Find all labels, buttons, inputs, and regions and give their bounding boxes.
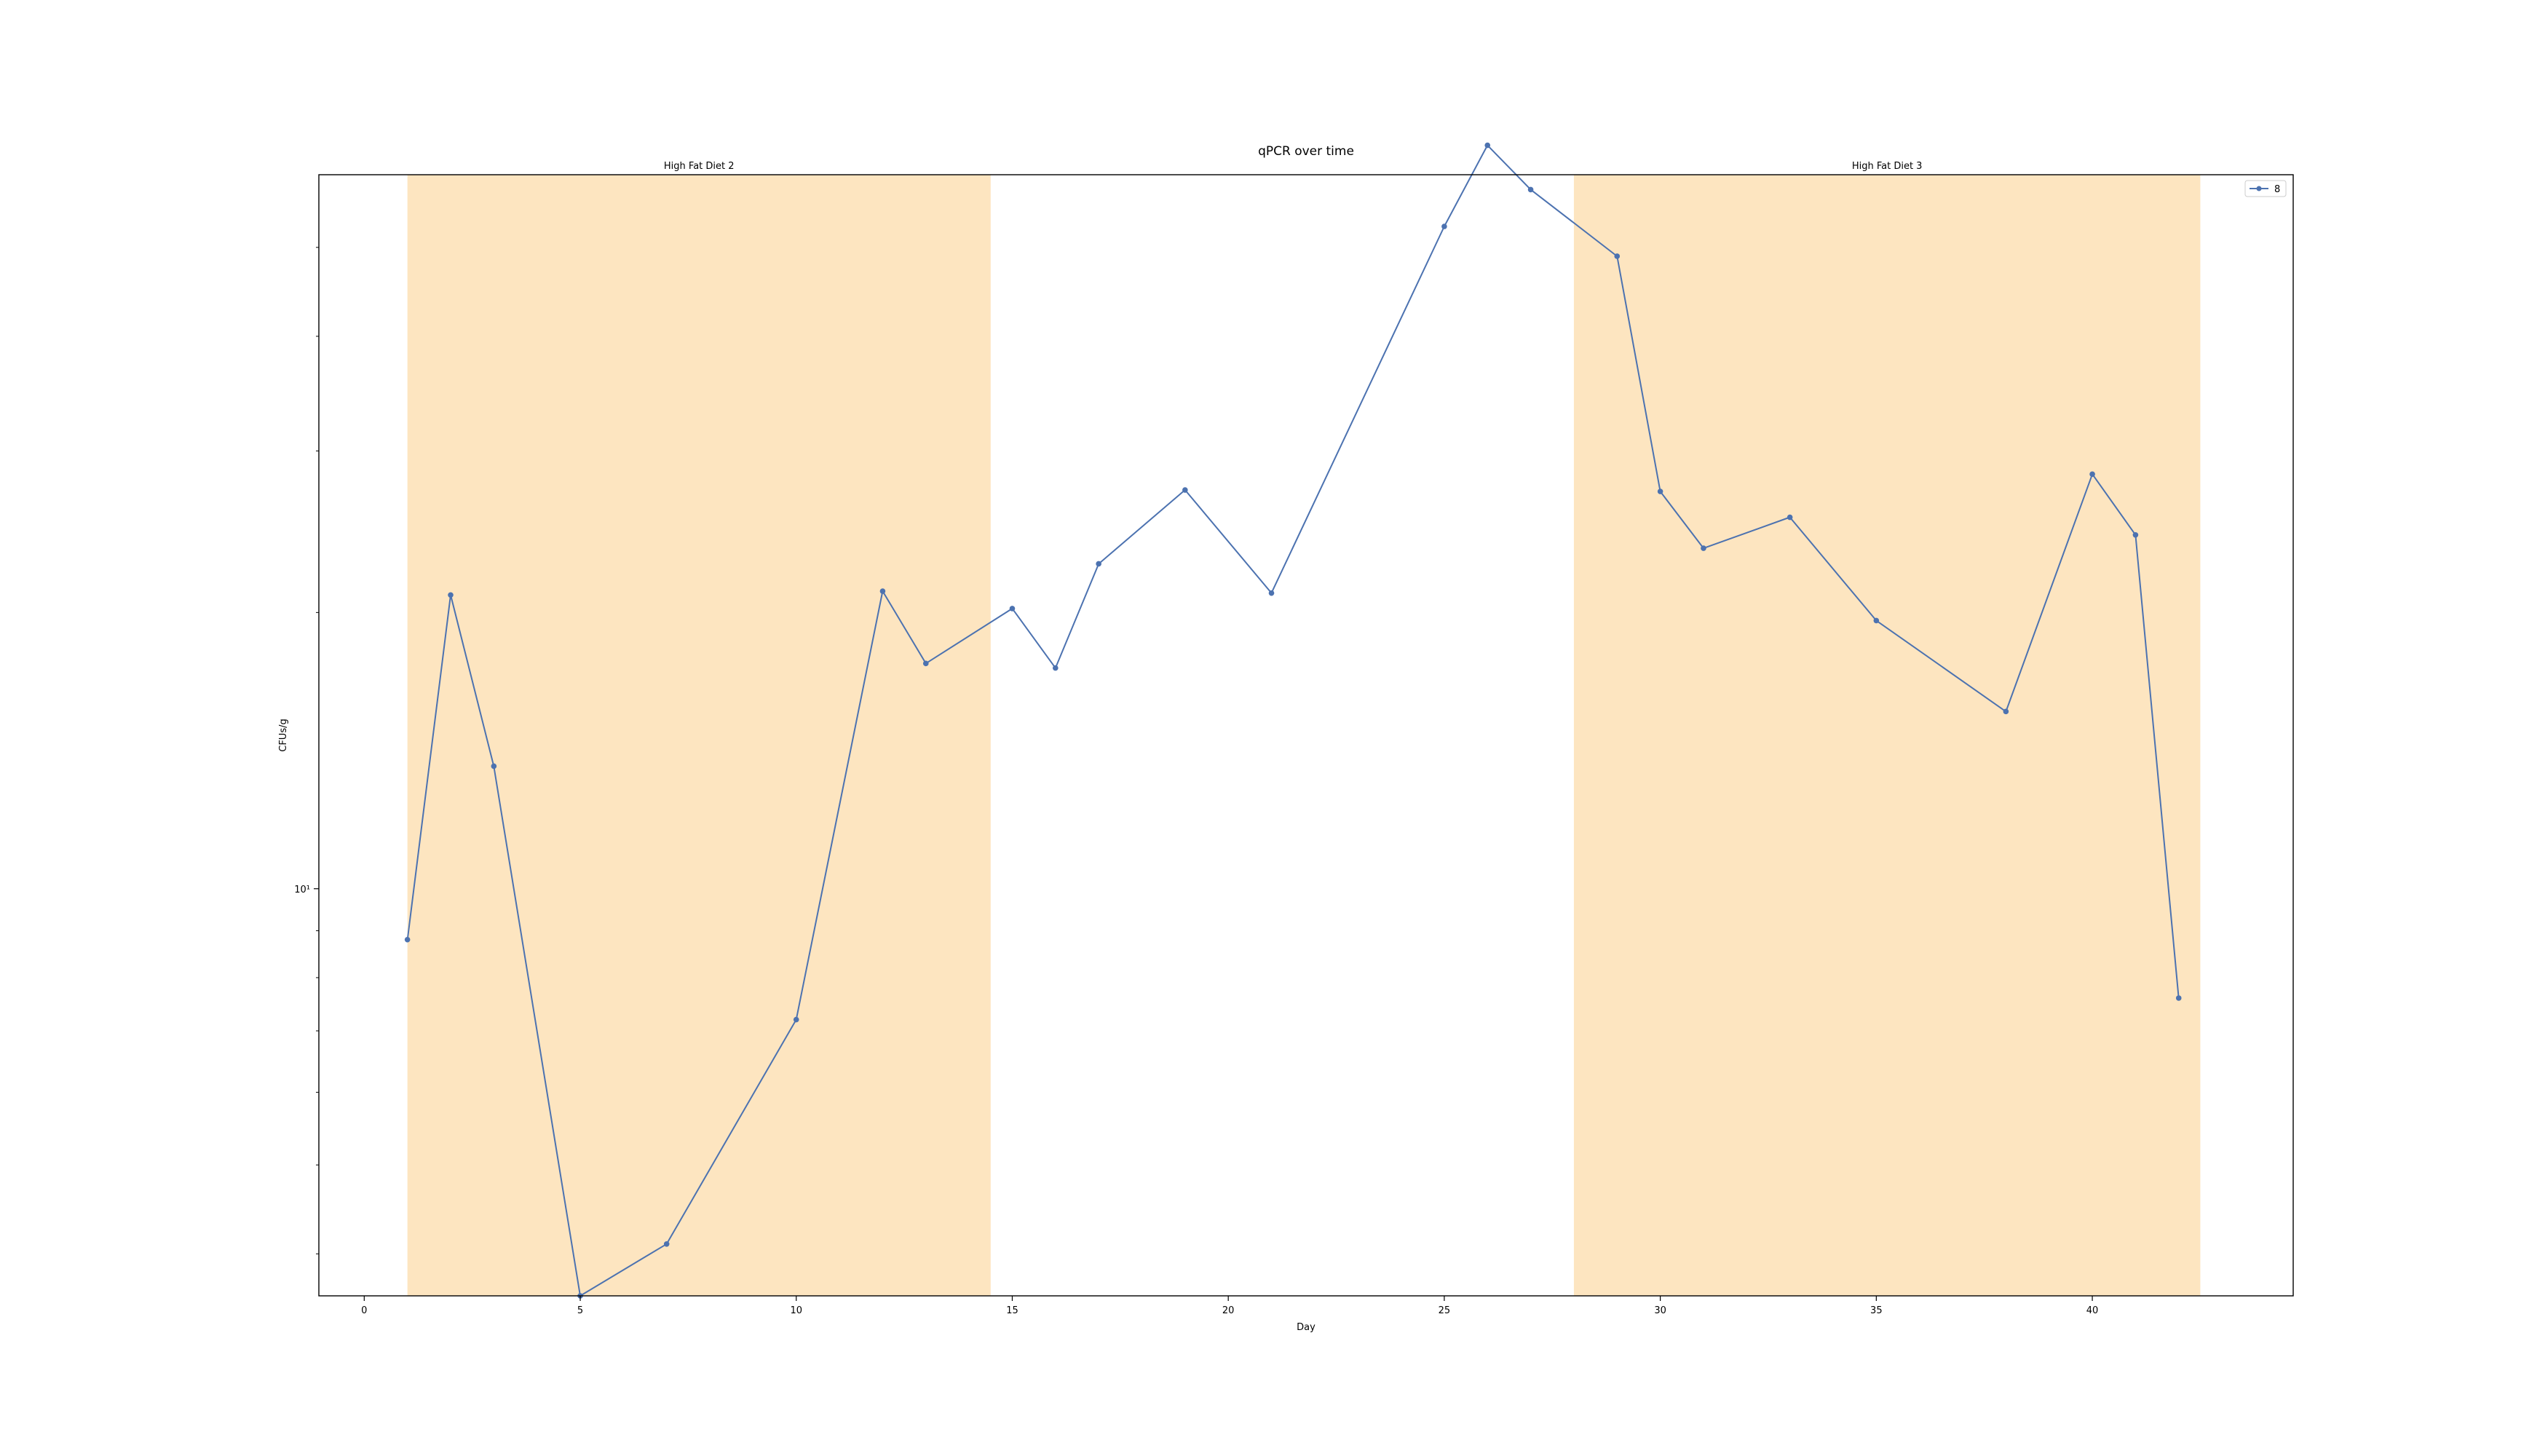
data-point [1614, 253, 1621, 259]
x-tick-label: 20 [1222, 1305, 1235, 1316]
shaded-region [1573, 175, 2201, 1296]
series-layer [404, 142, 2182, 1299]
data-point [793, 1016, 799, 1023]
x-axis-label: Day [1297, 1322, 1315, 1333]
y-tick-label: 10¹ [294, 885, 310, 895]
y-axis-label: CFUs/g [278, 719, 289, 751]
data-point [2003, 708, 2009, 715]
shaded-region [407, 175, 991, 1296]
data-point [1268, 590, 1275, 596]
data-point [1182, 487, 1188, 493]
data-point [1701, 545, 1706, 551]
shaded-regions [407, 175, 2201, 1296]
data-point [1484, 142, 1491, 149]
x-tick-label: 35 [1870, 1305, 1883, 1316]
x-axis-ticks: 0 5 10 15 20 25 30 35 40 [361, 1296, 2098, 1316]
data-point [1441, 223, 1447, 229]
data-point [404, 936, 411, 943]
data-point [2089, 471, 2095, 478]
x-tick-label: 0 [361, 1305, 367, 1316]
x-tick-label: 25 [1439, 1305, 1451, 1316]
x-tick-label: 30 [1654, 1305, 1666, 1316]
data-point [663, 1241, 670, 1247]
data-point [2132, 531, 2139, 538]
data-point [2175, 995, 2182, 1001]
data-point [1657, 488, 1663, 494]
shaded-region-labels: High Fat Diet 2 High Fat Diet 3 [664, 161, 1923, 172]
y-axis-ticks: 10¹ [294, 247, 319, 1254]
x-tick-label: 5 [577, 1305, 583, 1316]
data-point [1053, 665, 1059, 671]
legend-marker [2256, 186, 2262, 191]
plot-frame [318, 174, 2294, 1297]
data-point [1787, 514, 1793, 521]
data-point [1873, 617, 1880, 624]
data-point [448, 592, 454, 598]
chart-title: qPCR over time [1258, 144, 1354, 159]
shaded-region-label: High Fat Diet 3 [1852, 161, 1923, 172]
data-point [491, 763, 497, 769]
data-point [922, 660, 929, 667]
shaded-region-label: High Fat Diet 2 [664, 161, 735, 172]
data-point [1096, 561, 1101, 567]
x-tick-label: 10 [790, 1305, 802, 1316]
data-point [879, 588, 886, 594]
data-point [1527, 186, 1534, 193]
data-point [1009, 606, 1016, 612]
legend-entry-label: 8 [2274, 184, 2280, 195]
x-tick-label: 40 [2086, 1305, 2099, 1316]
x-tick-label: 15 [1006, 1305, 1018, 1316]
legend: 8 [2244, 180, 2287, 197]
